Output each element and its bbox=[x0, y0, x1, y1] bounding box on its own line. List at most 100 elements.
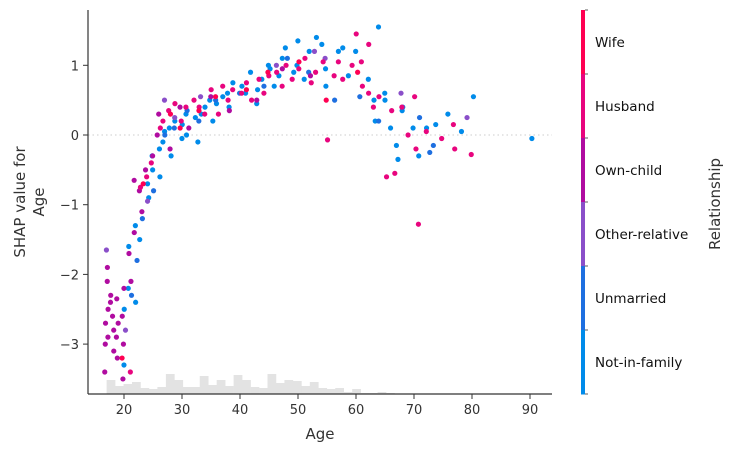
data-point-own-child bbox=[139, 209, 145, 215]
histogram-bar bbox=[377, 392, 387, 394]
data-point-husband bbox=[383, 174, 390, 180]
data-point-unmarried bbox=[427, 149, 433, 156]
histogram-bar bbox=[275, 383, 285, 394]
data-point-husband bbox=[183, 104, 189, 110]
data-point-own-child bbox=[126, 250, 132, 257]
data-point-own-child bbox=[307, 73, 314, 79]
data-point-not-in-family bbox=[322, 66, 329, 72]
data-point-not-in-family bbox=[335, 48, 342, 54]
data-point-other-relative bbox=[464, 114, 470, 121]
data-point-husband bbox=[415, 221, 422, 227]
data-point-husband bbox=[279, 83, 285, 89]
data-point-own-child bbox=[104, 278, 110, 284]
histogram-bar bbox=[115, 386, 124, 394]
data-point-husband bbox=[248, 97, 255, 103]
data-point-not-in-family bbox=[458, 128, 465, 135]
data-point-wife bbox=[323, 97, 329, 103]
data-point-not-in-family bbox=[192, 114, 198, 121]
data-point-unmarried bbox=[284, 55, 290, 61]
data-point-own-child bbox=[113, 334, 120, 340]
data-point-not-in-family bbox=[220, 94, 226, 100]
data-point-wife bbox=[296, 59, 302, 65]
data-point-not-in-family bbox=[166, 125, 172, 131]
data-point-other-relative bbox=[172, 114, 178, 121]
data-point-not-in-family bbox=[295, 38, 301, 44]
data-point-husband bbox=[172, 101, 178, 107]
x-tick-label: 60 bbox=[348, 403, 365, 418]
data-point-not-in-family bbox=[121, 306, 127, 312]
data-point-wife bbox=[177, 125, 183, 131]
data-point-unmarried bbox=[332, 97, 338, 103]
data-point-husband bbox=[296, 66, 302, 72]
x-tick-label: 30 bbox=[174, 403, 191, 418]
histogram-bar bbox=[157, 387, 167, 394]
data-point-own-child bbox=[150, 153, 156, 159]
data-point-not-in-family bbox=[470, 94, 477, 100]
histogram-bar bbox=[140, 388, 150, 394]
data-point-husband bbox=[353, 31, 359, 37]
x-axis-ticks: 20 30 40 50 60 70 80 90 bbox=[116, 394, 538, 418]
data-point-not-in-family bbox=[382, 90, 388, 96]
data-point-husband bbox=[324, 137, 331, 143]
data-point-husband bbox=[335, 59, 341, 65]
data-point-husband bbox=[358, 59, 364, 65]
data-point-own-child bbox=[120, 376, 126, 382]
data-point-husband bbox=[340, 76, 346, 82]
data-point-not-in-family bbox=[271, 83, 277, 89]
y-axis-label: SHAP value for Age bbox=[11, 146, 48, 258]
y-tick-label: −2 bbox=[60, 268, 79, 283]
colorbar-label: Own-child bbox=[595, 163, 662, 179]
data-point-own-child bbox=[156, 111, 162, 117]
data-point-own-child bbox=[128, 278, 134, 284]
data-point-not-in-family bbox=[410, 125, 416, 131]
data-point-wife bbox=[140, 181, 146, 187]
data-point-not-in-family bbox=[254, 87, 261, 93]
data-point-other-relative bbox=[311, 48, 318, 54]
colorbar-title: Relationship bbox=[706, 158, 724, 250]
data-point-not-in-family bbox=[179, 135, 185, 142]
data-point-not-in-family bbox=[265, 62, 272, 68]
data-point-own-child bbox=[142, 167, 149, 173]
data-point-unmarried bbox=[171, 125, 177, 131]
data-point-own-child bbox=[167, 146, 173, 152]
data-point-husband bbox=[191, 97, 197, 103]
data-point-husband bbox=[283, 62, 289, 68]
data-point-wife bbox=[355, 69, 361, 75]
data-point-not-in-family bbox=[183, 132, 190, 138]
data-point-husband bbox=[178, 118, 184, 124]
histogram-bar bbox=[148, 389, 158, 394]
data-point-husband bbox=[144, 174, 150, 180]
data-point-own-child bbox=[131, 229, 137, 236]
data-point-other-relative bbox=[273, 62, 279, 68]
data-point-husband bbox=[389, 108, 395, 114]
data-point-unmarried bbox=[196, 118, 202, 124]
data-point-not-in-family bbox=[365, 76, 371, 82]
data-point-not-in-family bbox=[144, 181, 151, 187]
histogram-bar bbox=[106, 380, 116, 394]
data-point-husband bbox=[289, 76, 295, 82]
relationship-colorbar: Wife Husband Own-child Other-relative Unmarr… bbox=[581, 9, 688, 395]
data-point-own-child bbox=[114, 355, 120, 361]
data-point-unmarried bbox=[261, 83, 267, 89]
data-point-husband bbox=[302, 55, 308, 61]
histogram-bar bbox=[352, 389, 361, 394]
colorbar-segment bbox=[581, 330, 585, 395]
data-point-not-in-family bbox=[382, 97, 388, 103]
histogram-bar bbox=[250, 387, 260, 394]
data-point-other-relative bbox=[398, 90, 404, 96]
data-point-not-in-family bbox=[306, 48, 312, 54]
data-point-husband bbox=[160, 118, 166, 124]
data-point-not-in-family bbox=[121, 362, 127, 368]
data-point-own-child bbox=[111, 348, 117, 354]
data-point-not-in-family bbox=[416, 153, 422, 159]
data-point-unmarried bbox=[150, 188, 157, 194]
data-point-not-in-family bbox=[137, 236, 143, 243]
x-tick-label: 80 bbox=[464, 403, 481, 418]
histogram-bar bbox=[199, 376, 209, 394]
data-point-not-in-family bbox=[319, 41, 325, 47]
data-point-not-in-family bbox=[340, 45, 346, 51]
data-point-own-child bbox=[104, 264, 110, 271]
histogram-bar bbox=[165, 374, 175, 394]
y-axis-label-line1: SHAP value for bbox=[11, 146, 29, 258]
data-point-wife bbox=[212, 94, 219, 100]
